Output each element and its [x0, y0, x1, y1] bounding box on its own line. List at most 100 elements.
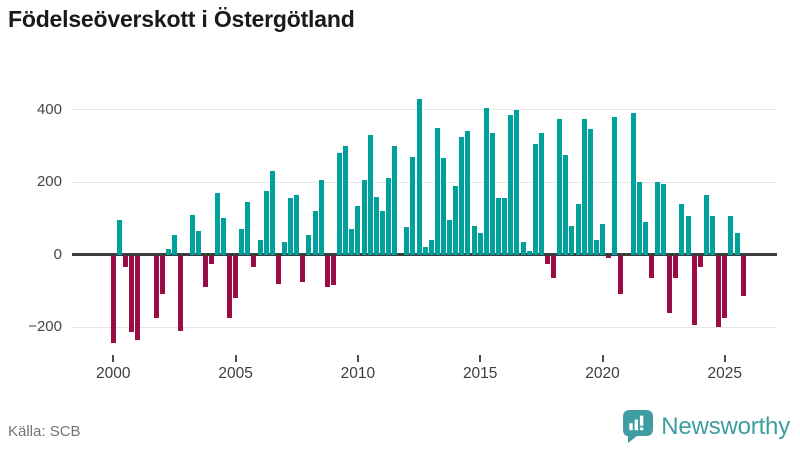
y-axis-label--200: −200: [28, 318, 62, 335]
bar-2020-q4: [618, 256, 624, 295]
bar-2002-q4: [178, 256, 184, 331]
bar-2025-q2: [728, 216, 734, 255]
x-axis-tick-2000: [112, 355, 115, 362]
bar-2005-q3: [245, 201, 251, 255]
x-axis-tick-2025: [723, 355, 726, 362]
x-axis-tick-2015: [479, 355, 482, 362]
logo-exclamation-dot: [640, 427, 644, 431]
x-axis-tick-2005: [234, 355, 237, 362]
bar-2007-q1: [282, 241, 288, 255]
newsworthy-chart-bubble-icon: [623, 410, 654, 443]
bar-2014-q2: [459, 136, 465, 255]
bar-2014-q4: [471, 225, 477, 255]
bar-2024-q1: [697, 256, 703, 268]
zero-axis-line: [72, 253, 777, 256]
bar-2014-q1: [453, 185, 459, 255]
bar-2009-q3: [343, 145, 349, 255]
logo-exclamation-stem: [640, 415, 644, 426]
bar-2008-q3: [318, 180, 324, 255]
bar-2019-q4: [593, 240, 599, 255]
bar-2002-q2: [165, 249, 171, 255]
gridline-400: [72, 109, 777, 110]
bar-2017-q4: [544, 256, 550, 264]
x-axis-label-2000: 2000: [96, 365, 131, 382]
bar-2003-q4: [202, 256, 208, 288]
bar-2016-q2: [508, 114, 514, 255]
gridline--200: [72, 326, 777, 328]
bar-2014-q3: [465, 131, 471, 255]
gridline-200: [72, 181, 777, 183]
bar-2012-q2: [410, 156, 416, 255]
bar-2020-q1: [600, 223, 605, 255]
logo-bar-short: [629, 423, 633, 431]
bar-2007-q3: [294, 194, 300, 255]
x-axis-label-2010: 2010: [340, 365, 376, 382]
bar-2023-q4: [691, 256, 697, 326]
bar-2012-q1: [404, 227, 410, 255]
bar-2022-q2: [655, 182, 661, 255]
bar-2008-q2: [312, 211, 318, 255]
bar-2000-q3: [123, 256, 129, 268]
bar-2015-q4: [496, 198, 502, 255]
bar-2002-q3: [171, 234, 177, 255]
bar-2011-q2: [385, 178, 391, 255]
bar-2003-q3: [196, 230, 202, 255]
x-axis-label-2015: 2015: [462, 365, 498, 382]
bar-2023-q1: [673, 256, 679, 279]
bar-2013-q3: [441, 158, 446, 255]
bar-2021-q4: [642, 221, 648, 255]
bar-2024-q4: [716, 256, 722, 327]
bar-2018-q3: [563, 154, 569, 255]
bar-2008-q4: [324, 256, 330, 288]
bar-2018-q1: [551, 256, 557, 279]
bar-2025-q3: [734, 232, 740, 255]
bar-2013-q1: [428, 240, 434, 255]
bar-2015-q3: [489, 133, 495, 255]
bar-2024-q2: [703, 194, 709, 255]
bar-2019-q2: [581, 118, 587, 255]
bar-2009-q2: [337, 153, 343, 255]
bar-2010-q2: [361, 180, 367, 255]
bar-2022-q4: [667, 256, 673, 313]
bar-2010-q4: [373, 196, 379, 255]
bar-2005-q4: [251, 256, 257, 268]
source-label: Källa: SCB: [8, 423, 81, 440]
bar-2001-q4: [153, 256, 159, 318]
bar-2000-q1: [110, 256, 116, 344]
y-axis-label-200: 200: [36, 173, 62, 190]
bar-2025-q4: [740, 256, 746, 297]
bar-2025-q1: [722, 256, 728, 318]
bar-2023-q2: [679, 203, 685, 255]
bar-2015-q2: [483, 107, 489, 255]
bar-2022-q3: [661, 183, 667, 255]
bar-2020-q2: [606, 256, 612, 259]
bar-2001-q1: [135, 256, 141, 340]
bar-2015-q1: [477, 232, 483, 255]
bar-2023-q3: [685, 216, 691, 255]
bar-2022-q1: [648, 256, 654, 279]
bar-2011-q3: [392, 145, 398, 255]
bar-2006-q4: [275, 256, 281, 284]
x-axis-label-2025: 2025: [707, 365, 743, 382]
bar-2004-q2: [214, 192, 220, 255]
bar-2016-q3: [514, 109, 520, 255]
bar-2016-q4: [520, 241, 526, 255]
bar-2018-q4: [569, 225, 575, 255]
bar-2021-q2: [630, 113, 636, 255]
bar-2013-q4: [447, 220, 453, 255]
bar-2018-q2: [557, 118, 563, 255]
bar-2004-q1: [208, 256, 214, 264]
bar-2010-q3: [367, 134, 373, 255]
bar-2019-q1: [575, 203, 581, 255]
bar-2019-q3: [587, 129, 593, 255]
bar-2020-q3: [612, 116, 618, 255]
bar-2017-q3: [538, 133, 544, 255]
bar-2000-q4: [129, 256, 135, 333]
bar-2006-q2: [263, 191, 269, 255]
x-axis-label-2005: 2005: [218, 365, 253, 382]
bar-2003-q2: [190, 214, 196, 255]
bar-2008-q1: [306, 234, 312, 255]
bar-2007-q2: [288, 198, 294, 255]
x-axis-tick-2020: [601, 355, 604, 362]
